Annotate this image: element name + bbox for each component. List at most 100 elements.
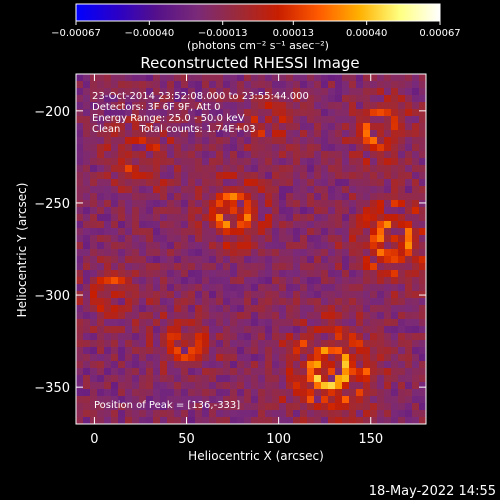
heatmap-cell bbox=[97, 347, 105, 355]
y-tick-label: −250 bbox=[34, 197, 70, 212]
heatmap-cell bbox=[104, 256, 112, 264]
heatmap-cell bbox=[300, 165, 308, 173]
heatmap-cell bbox=[83, 403, 91, 411]
heatmap-cell bbox=[223, 200, 231, 208]
heatmap-cell bbox=[342, 172, 350, 180]
heatmap-cell bbox=[342, 88, 350, 96]
heatmap-cell bbox=[328, 284, 336, 292]
heatmap-cell bbox=[370, 368, 378, 376]
heatmap-cell bbox=[146, 228, 154, 236]
heatmap-cell bbox=[286, 417, 294, 424]
heatmap-cell bbox=[349, 263, 357, 271]
heatmap-cell bbox=[76, 158, 84, 166]
heatmap-cell bbox=[230, 81, 238, 89]
heatmap-cell bbox=[251, 249, 259, 257]
heatmap-cell bbox=[405, 410, 413, 418]
heatmap-cell bbox=[349, 368, 357, 376]
heatmap-cell bbox=[146, 249, 154, 257]
heatmap-cell bbox=[279, 109, 287, 117]
heatmap-cell bbox=[258, 102, 266, 110]
heatmap-cell bbox=[293, 158, 301, 166]
heatmap-cell bbox=[146, 277, 154, 285]
heatmap-cell bbox=[391, 410, 399, 418]
heatmap-cell bbox=[293, 137, 301, 145]
heatmap-cell bbox=[314, 396, 322, 404]
heatmap-cell bbox=[356, 277, 364, 285]
heatmap-cell bbox=[300, 221, 308, 229]
heatmap-cell bbox=[412, 270, 420, 278]
heatmap-cell bbox=[76, 403, 84, 411]
heatmap-cell bbox=[160, 144, 168, 152]
heatmap-cell bbox=[216, 95, 224, 103]
heatmap-cell bbox=[321, 319, 329, 327]
heatmap-cell bbox=[412, 109, 420, 117]
heatmap-cell bbox=[391, 319, 399, 327]
heatmap-cell bbox=[419, 214, 426, 222]
heatmap-cell bbox=[90, 235, 98, 243]
heatmap-cell bbox=[300, 242, 308, 250]
heatmap-cell bbox=[230, 207, 238, 215]
heatmap-cell bbox=[321, 165, 329, 173]
heatmap-cell bbox=[118, 291, 126, 299]
colorbar-tick-label: −0.00067 bbox=[51, 28, 101, 39]
heatmap-cell bbox=[104, 116, 112, 124]
heatmap-cell bbox=[244, 382, 252, 390]
heatmap-cell bbox=[223, 102, 231, 110]
heatmap-cell bbox=[279, 186, 287, 194]
heatmap-cell bbox=[391, 291, 399, 299]
heatmap-cell bbox=[195, 137, 203, 145]
heatmap-cell bbox=[188, 333, 196, 341]
heatmap-cell bbox=[167, 130, 175, 138]
heatmap-cell bbox=[104, 263, 112, 271]
heatmap-cell bbox=[76, 102, 84, 110]
heatmap-cell bbox=[76, 116, 84, 124]
heatmap-cell bbox=[321, 277, 329, 285]
heatmap-cell bbox=[363, 221, 371, 229]
heatmap-cell bbox=[251, 396, 259, 404]
heatmap-cell bbox=[181, 389, 189, 397]
heatmap-cell bbox=[167, 256, 175, 264]
heatmap-cell bbox=[202, 284, 210, 292]
heatmap-cell bbox=[258, 130, 266, 138]
heatmap-cell bbox=[349, 172, 357, 180]
heatmap-cell bbox=[272, 263, 280, 271]
heatmap-cell bbox=[321, 109, 329, 117]
heatmap-cell bbox=[181, 319, 189, 327]
heatmap-cell bbox=[111, 214, 119, 222]
heatmap-cell bbox=[251, 270, 259, 278]
heatmap-cell bbox=[419, 144, 426, 152]
heatmap-cell bbox=[265, 270, 273, 278]
heatmap-cell bbox=[167, 312, 175, 320]
heatmap-cell bbox=[244, 410, 252, 418]
heatmap-cell bbox=[258, 389, 266, 397]
heatmap-cell bbox=[230, 214, 238, 222]
heatmap-cell bbox=[146, 221, 154, 229]
heatmap-cell bbox=[153, 123, 161, 131]
heatmap-cell bbox=[125, 326, 133, 334]
heatmap-cell bbox=[279, 214, 287, 222]
heatmap-cell bbox=[279, 361, 287, 369]
heatmap-cell bbox=[314, 102, 322, 110]
heatmap-cell bbox=[314, 340, 322, 348]
heatmap-cell bbox=[419, 417, 426, 424]
heatmap-cell bbox=[167, 109, 175, 117]
heatmap-cell bbox=[146, 347, 154, 355]
heatmap-cell bbox=[377, 298, 385, 306]
heatmap-cell bbox=[412, 319, 420, 327]
heatmap-cell bbox=[335, 277, 343, 285]
heatmap-cell bbox=[237, 81, 245, 89]
heatmap-cell bbox=[83, 137, 91, 145]
heatmap-cell bbox=[216, 333, 224, 341]
heatmap-cell bbox=[293, 410, 301, 418]
heatmap-cell bbox=[419, 347, 426, 355]
heatmap-cell bbox=[300, 263, 308, 271]
heatmap-cell bbox=[286, 368, 294, 376]
heatmap-cell bbox=[244, 263, 252, 271]
heatmap-cell bbox=[412, 284, 420, 292]
heatmap-cell bbox=[195, 326, 203, 334]
heatmap-cell bbox=[384, 186, 392, 194]
heatmap-cell bbox=[237, 242, 245, 250]
heatmap-cell bbox=[314, 333, 322, 341]
heatmap-cell bbox=[104, 417, 112, 424]
heatmap-cell bbox=[153, 165, 161, 173]
